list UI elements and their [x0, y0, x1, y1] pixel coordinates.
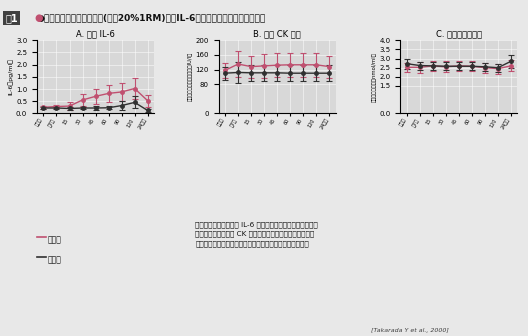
Y-axis label: クレアチンキナーゼ活性（IU/l）: クレアチンキナーゼ活性（IU/l） [187, 52, 193, 101]
Y-axis label: IL-6（pg/ml）: IL-6（pg/ml） [7, 58, 13, 95]
Text: [Takarada Y et al., 2000]: [Takarada Y et al., 2000] [371, 328, 449, 333]
Text: トレーニング後早期に IL-6 の上昇が見られるが，一方，筋
損傷マーカーである CK には変化が見られない。酸化ダメ
ージのマーカーである過酸化脂質にも変化は: トレーニング後早期に IL-6 の上昇が見られるが，一方，筋 損傷マーカーである… [195, 222, 318, 247]
Title: B. 血中 CK 活性: B. 血中 CK 活性 [253, 29, 301, 38]
Y-axis label: 過酸化脂質濃度（nmol/ml）: 過酸化脂質濃度（nmol/ml） [372, 52, 376, 102]
Text: ●大腿部加圧トレーニング(強度20%1RM)後のIL-6および筋損傷マーカーの変化: ●大腿部加圧トレーニング(強度20%1RM)後のIL-6および筋損傷マーカーの変… [37, 13, 266, 23]
Text: ●: ● [34, 13, 43, 24]
Text: 図1: 図1 [5, 13, 18, 24]
Text: 実験群: 実験群 [48, 235, 61, 244]
Text: 対照群: 対照群 [48, 255, 61, 264]
Title: A. 血中 IL-6: A. 血中 IL-6 [76, 29, 115, 38]
Title: C. 血中過酸化脂質: C. 血中過酸化脂質 [436, 29, 482, 38]
